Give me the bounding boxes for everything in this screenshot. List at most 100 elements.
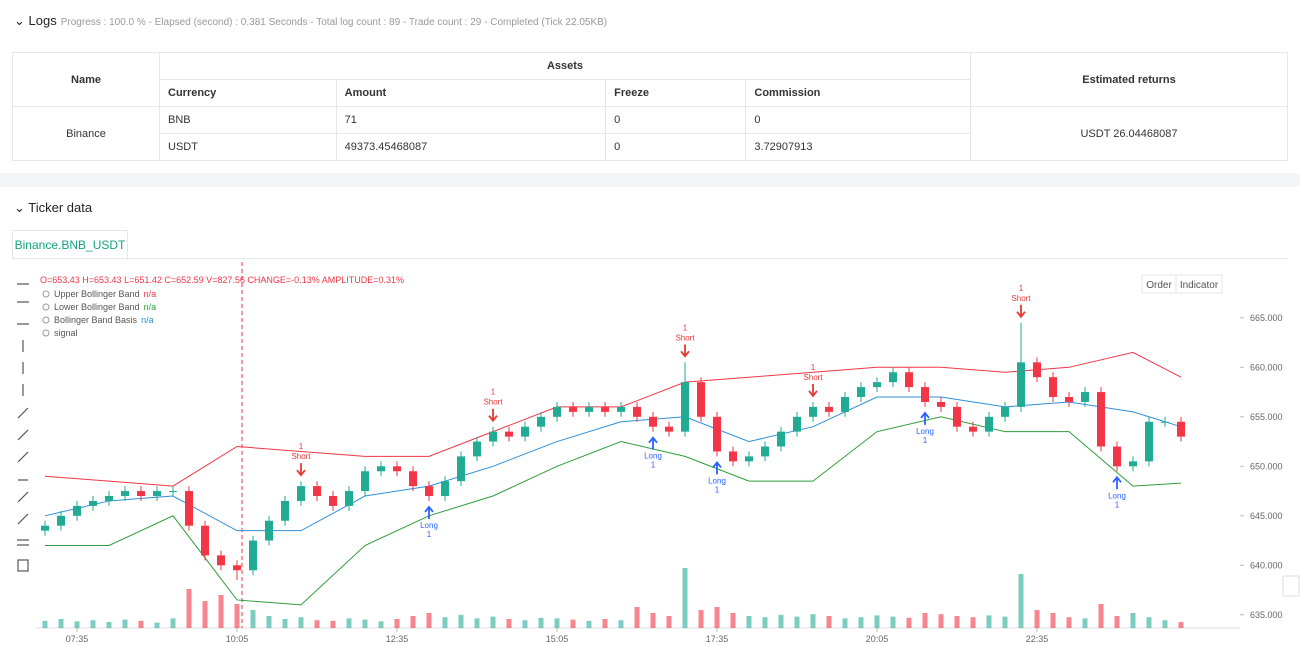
candle-body xyxy=(521,426,529,437)
candle-body xyxy=(121,491,129,496)
band-line xyxy=(44,396,1182,532)
candle-body xyxy=(489,431,497,442)
candle-body xyxy=(105,496,113,501)
y-tick-label: 640.000 xyxy=(1250,560,1283,570)
volume-bar xyxy=(330,620,336,628)
volume-bar xyxy=(602,619,608,628)
x-tick-label: 17:35 xyxy=(706,634,729,644)
candle-body xyxy=(361,471,369,492)
candle-body xyxy=(873,382,881,388)
signal-qty: 1 xyxy=(1115,500,1120,509)
th-name: Name xyxy=(12,52,160,107)
volume-bar xyxy=(506,619,512,628)
signal-qty: 1 xyxy=(491,388,496,397)
candle-body xyxy=(1113,446,1121,467)
cell: 0 xyxy=(605,133,747,161)
legend-status: n/a xyxy=(141,315,154,325)
candle-body xyxy=(153,491,161,496)
candle-body xyxy=(345,491,353,506)
th-sub: Freeze xyxy=(605,79,747,107)
volume-bar xyxy=(410,616,416,628)
candle-body xyxy=(313,486,321,496)
signal-qty: 1 xyxy=(427,530,432,539)
legend-eye xyxy=(42,329,50,337)
volume-bar xyxy=(714,607,720,628)
volume-bar xyxy=(826,616,832,628)
signal-arrow xyxy=(712,460,722,475)
candle-body xyxy=(553,406,561,417)
th-returns: Estimated returns xyxy=(970,52,1288,107)
candle-body xyxy=(617,406,625,412)
volume-bar xyxy=(394,619,400,628)
candle-body xyxy=(1161,421,1169,423)
volume-bar xyxy=(538,617,544,628)
cell: 71 xyxy=(335,106,607,134)
volume-bar xyxy=(74,621,80,628)
volume-bar xyxy=(202,601,208,628)
signal-qty: 1 xyxy=(715,485,720,494)
candle-body xyxy=(777,431,785,447)
candle-body xyxy=(57,515,65,526)
volume-bar xyxy=(314,620,320,628)
signal-arrow xyxy=(1016,304,1026,319)
volume-bar xyxy=(954,616,960,628)
volume-bar xyxy=(90,620,96,628)
volume-bar xyxy=(42,620,48,628)
volume-bar xyxy=(1082,618,1088,628)
candle-body xyxy=(585,406,593,412)
candle-body xyxy=(505,431,513,437)
candle-body xyxy=(857,387,865,397)
candle-body xyxy=(281,500,289,521)
candle-body xyxy=(441,481,449,496)
volume-bar xyxy=(922,613,928,628)
volume-bar xyxy=(266,616,272,628)
signal-side: Short xyxy=(1011,294,1031,303)
candle-body xyxy=(233,565,241,571)
volume-bar xyxy=(58,619,64,628)
candle-body xyxy=(265,520,273,541)
symbol-tab[interactable]: Binance.BNB_USDT xyxy=(12,230,128,261)
y-tick-label: 650.000 xyxy=(1250,461,1283,471)
logs-summary: Progress : 100.0 % - Elapsed (second) : … xyxy=(60,17,608,28)
volume-bar xyxy=(986,615,992,628)
signal-qty: 1 xyxy=(299,442,304,451)
volume-bar xyxy=(1178,622,1184,628)
candle-body xyxy=(1145,421,1153,462)
legend-eye xyxy=(42,303,50,311)
candle-body xyxy=(889,372,897,383)
volume-bar xyxy=(906,617,912,628)
legend-label: Upper Bollinger Band xyxy=(54,289,140,299)
logs-title: Logs xyxy=(28,13,57,28)
indicator-button[interactable] xyxy=(1175,274,1223,294)
candle-body xyxy=(537,416,545,427)
legend-status: n/a xyxy=(144,289,157,299)
volume-bar xyxy=(746,616,752,628)
legend-label: Lower Bollinger Band xyxy=(54,302,140,312)
volume-bar xyxy=(346,618,352,628)
candle-body xyxy=(649,416,657,427)
tab-line xyxy=(12,258,1288,259)
volume-bar xyxy=(490,616,496,628)
candle-body xyxy=(681,382,689,432)
candle-body xyxy=(217,555,225,566)
order-label[interactable]: Order xyxy=(1146,280,1172,291)
x-tick-label: 10:05 xyxy=(226,634,249,644)
volume-bar xyxy=(858,617,864,628)
y-tick-label: 655.000 xyxy=(1250,412,1283,422)
candle-body xyxy=(1001,406,1009,417)
candle-body xyxy=(1049,377,1057,397)
candle-body xyxy=(713,416,721,452)
volume-bar xyxy=(874,615,880,628)
candle-body xyxy=(169,491,177,493)
candle-body xyxy=(841,397,849,412)
y-tick-label: 665.000 xyxy=(1250,313,1283,323)
volume-bar xyxy=(250,610,256,628)
candle-body xyxy=(393,466,401,472)
volume-bar xyxy=(970,617,976,628)
volume-bar xyxy=(154,622,160,628)
x-tick-label: 12:35 xyxy=(386,634,409,644)
scroll-button[interactable] xyxy=(1282,575,1300,597)
candle-body xyxy=(825,406,833,412)
indicator-label[interactable]: Indicator xyxy=(1180,280,1219,291)
